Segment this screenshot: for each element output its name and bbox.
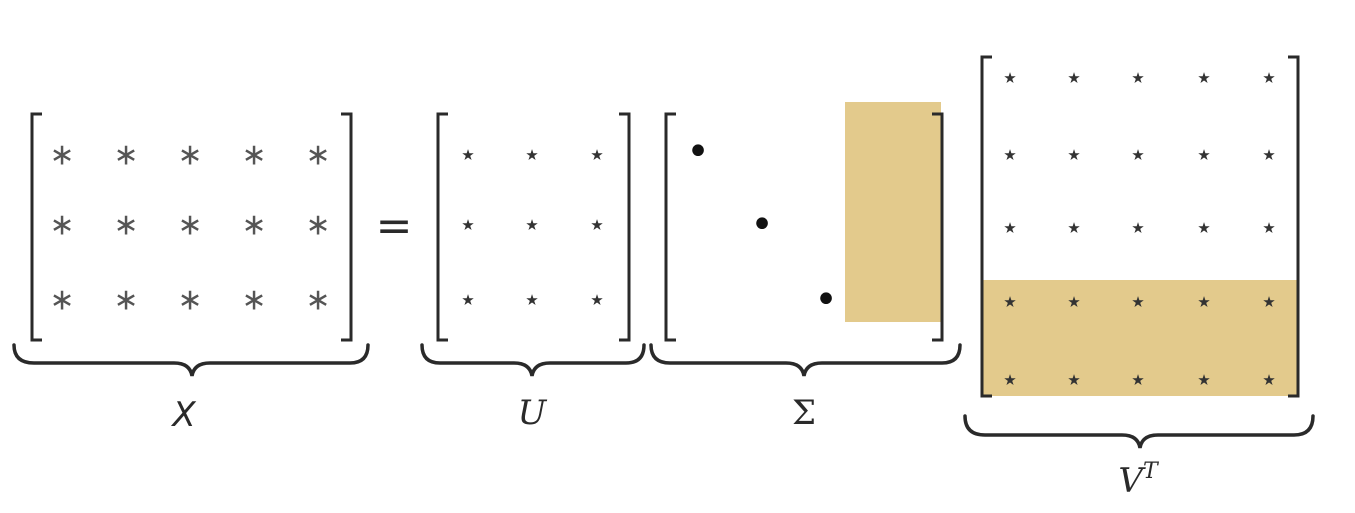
u-entry-r3-c3: ⋆: [588, 283, 607, 318]
vt-entry-r4-c3: ⋆: [1129, 285, 1148, 320]
vt-entry-r5-c4: ⋆: [1195, 363, 1214, 398]
u-entry-r3-c1: ⋆: [459, 283, 478, 318]
x-entries: ∗ ∗ ∗ ∗ ∗ ∗ ∗ ∗ ∗ ∗ ∗ ∗ ∗ ∗ ∗: [49, 138, 330, 318]
vt-entry-r5-c2: ⋆: [1065, 363, 1084, 398]
vt-entry-r1-c4: ⋆: [1195, 61, 1214, 96]
vt-entry-r3-c2: ⋆: [1065, 211, 1084, 246]
vt-highlight-region: [982, 280, 1298, 396]
vt-entry-r5-c3: ⋆: [1129, 363, 1148, 398]
u-entry-r1-c3: ⋆: [588, 138, 607, 173]
vt-entry-r2-c2: ⋆: [1065, 138, 1084, 173]
x-entry-r2-c1: ∗: [49, 208, 74, 243]
sigma-entry-r3-c3: •: [814, 277, 838, 323]
vt-entry-r2-c1: ⋆: [1001, 138, 1020, 173]
sigma-entries: • • •: [686, 129, 838, 323]
vt-entry-r2-c3: ⋆: [1129, 138, 1148, 173]
u-entry-r2-c3: ⋆: [588, 208, 607, 243]
vt-underbrace: [963, 414, 1315, 449]
vt-entry-r3-c5: ⋆: [1260, 211, 1279, 246]
sigma-left-bracket: [664, 112, 676, 342]
x-entry-r1-c2: ∗: [113, 138, 138, 173]
x-entry-r1-c4: ∗: [241, 138, 266, 173]
u-right-bracket: [619, 112, 631, 342]
vt-label: VT: [1118, 461, 1157, 501]
vt-entry-r2-c4: ⋆: [1195, 138, 1214, 173]
x-entry-r3-c4: ∗: [241, 283, 266, 318]
x-entry-r3-c1: ∗: [49, 283, 74, 318]
x-left-bracket: [30, 112, 42, 342]
u-label: U: [517, 393, 547, 433]
x-entry-r1-c1: ∗: [49, 138, 74, 173]
vt-label-superscript: T: [1142, 459, 1158, 484]
vt-entry-r4-c2: ⋆: [1065, 285, 1084, 320]
vt-entry-r5-c5: ⋆: [1260, 363, 1279, 398]
vt-entry-r3-c3: ⋆: [1129, 211, 1148, 246]
x-entry-r2-c5: ∗: [305, 208, 330, 243]
u-entry-r1-c1: ⋆: [459, 138, 478, 173]
x-entry-r3-c5: ∗: [305, 283, 330, 318]
equals-sign: =: [375, 200, 413, 252]
vt-label-base: V: [1118, 461, 1143, 501]
u-entry-r2-c1: ⋆: [459, 208, 478, 243]
vt-entry-r3-c1: ⋆: [1001, 211, 1020, 246]
sigma-label: Σ: [791, 393, 817, 433]
u-entry-r3-c2: ⋆: [523, 283, 542, 318]
u-entries: ⋆ ⋆ ⋆ ⋆ ⋆ ⋆ ⋆ ⋆ ⋆: [459, 138, 607, 318]
u-underbrace: [420, 343, 646, 377]
x-underbrace: [12, 343, 370, 377]
vt-entry-r1-c2: ⋆: [1065, 61, 1084, 96]
x-entry-r1-c3: ∗: [177, 138, 202, 173]
vt-entry-r4-c4: ⋆: [1195, 285, 1214, 320]
x-entry-r2-c2: ∗: [113, 208, 138, 243]
vt-entry-r3-c4: ⋆: [1195, 211, 1214, 246]
sigma-entry-r2-c2: •: [750, 202, 774, 248]
vt-entry-r2-c5: ⋆: [1260, 138, 1279, 173]
sigma-right-bracket: [932, 112, 944, 342]
x-label: X: [172, 395, 196, 435]
sigma-underbrace: [649, 343, 962, 377]
u-left-bracket: [436, 112, 448, 342]
u-entry-r2-c2: ⋆: [523, 208, 542, 243]
u-entry-r1-c2: ⋆: [523, 138, 542, 173]
vt-entry-r1-c5: ⋆: [1260, 61, 1279, 96]
vt-entries: ⋆ ⋆ ⋆ ⋆ ⋆ ⋆ ⋆ ⋆ ⋆ ⋆ ⋆ ⋆ ⋆ ⋆ ⋆ ⋆ ⋆ ⋆ ⋆ ⋆ ⋆ ⋆ ⋆ ⋆ ⋆: [1001, 61, 1279, 398]
vt-entry-r4-c1: ⋆: [1001, 285, 1020, 320]
vt-entry-r1-c1: ⋆: [1001, 61, 1020, 96]
vt-left-bracket: [980, 55, 992, 398]
x-entry-r2-c3: ∗: [177, 208, 202, 243]
sigma-entry-r1-c1: •: [686, 129, 710, 175]
x-right-bracket: [341, 112, 353, 342]
sigma-highlight-region: [845, 102, 941, 322]
vt-right-bracket: [1288, 55, 1300, 398]
vt-entry-r4-c5: ⋆: [1260, 285, 1279, 320]
x-entry-r3-c3: ∗: [177, 283, 202, 318]
x-entry-r2-c4: ∗: [241, 208, 266, 243]
x-entry-r1-c5: ∗: [305, 138, 330, 173]
x-entry-r3-c2: ∗: [113, 283, 138, 318]
vt-entry-r5-c1: ⋆: [1001, 363, 1020, 398]
vt-entry-r1-c3: ⋆: [1129, 61, 1148, 96]
